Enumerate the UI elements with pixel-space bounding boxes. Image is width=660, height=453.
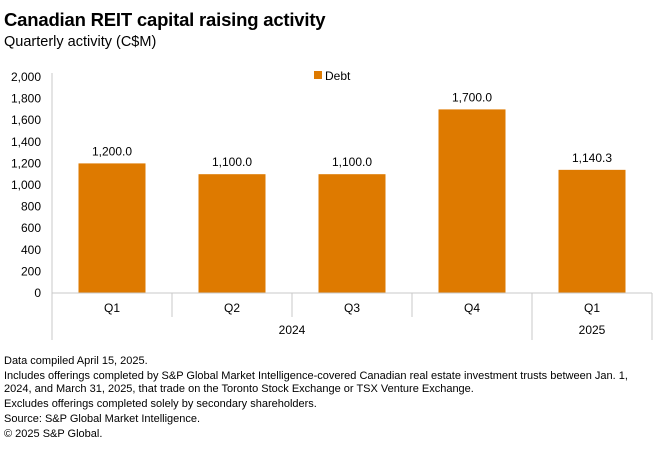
y-tick-label: 0 [34,286,41,300]
x-axis: Q1 Q2 Q3 Q4 Q1 2024 2025 [52,292,653,340]
chart-title: Canadian REIT capital raising activity [4,9,326,30]
y-tick-label: 1,800 [11,92,41,106]
y-axis: 0 200 400 600 800 1,000 1,200 1,400 1,600 1,800 2,… [11,70,53,340]
bar-chart: 0 200 400 600 800 1,000 1,200 1,400 1,600 1,800 2,… [11,69,653,340]
x-group-label: 2024 [279,323,306,337]
chart-notes: Data compiled April 15, 2025. Includes o… [4,355,654,443]
x-tick-label: Q2 [224,301,240,315]
chart-subtitle: Quarterly activity (C$M) [4,34,157,50]
x-group-label: 2025 [579,323,606,337]
y-tick-label: 1,400 [11,135,41,149]
note-data-compiled: Data compiled April 15, 2025. [4,355,148,367]
bar [78,163,146,293]
y-tick-label: 1,600 [11,113,41,127]
bar [558,169,626,293]
x-tick-label: Q4 [464,301,480,315]
y-tick-label: 2,000 [11,70,41,84]
x-tick-label: Q3 [344,301,360,315]
x-tick-label: Q1 [104,301,120,315]
y-tick-label: 1,200 [11,156,41,170]
data-label: 1,140.3 [572,151,612,165]
data-label: 1,700.0 [452,90,492,104]
y-tick-label: 800 [21,200,41,214]
y-tick-label: 400 [21,243,41,257]
legend: Debt [314,69,351,83]
bar [198,174,266,293]
data-label: 1,200.0 [92,144,132,158]
legend-label-debt: Debt [325,69,351,83]
bars: 1,200.0 1,100.0 1,100.0 1,700.0 1,140.3 [78,90,626,294]
note-excludes: Excludes offerings completed solely by s… [4,398,317,410]
bar [438,109,506,294]
data-label: 1,100.0 [212,155,252,169]
bar [318,174,386,293]
note-source: Source: S&P Global Market Intelligence. [4,413,201,425]
note-includes: Includes offerings completed by S&P Glob… [4,370,628,395]
legend-swatch-debt [314,71,322,79]
note-copyright: © 2025 S&P Global. [4,428,103,440]
y-tick-label: 600 [21,221,41,235]
x-tick-label: Q1 [584,301,600,315]
data-label: 1,100.0 [332,155,372,169]
y-tick-label: 1,000 [11,178,41,192]
y-tick-label: 200 [21,264,41,278]
